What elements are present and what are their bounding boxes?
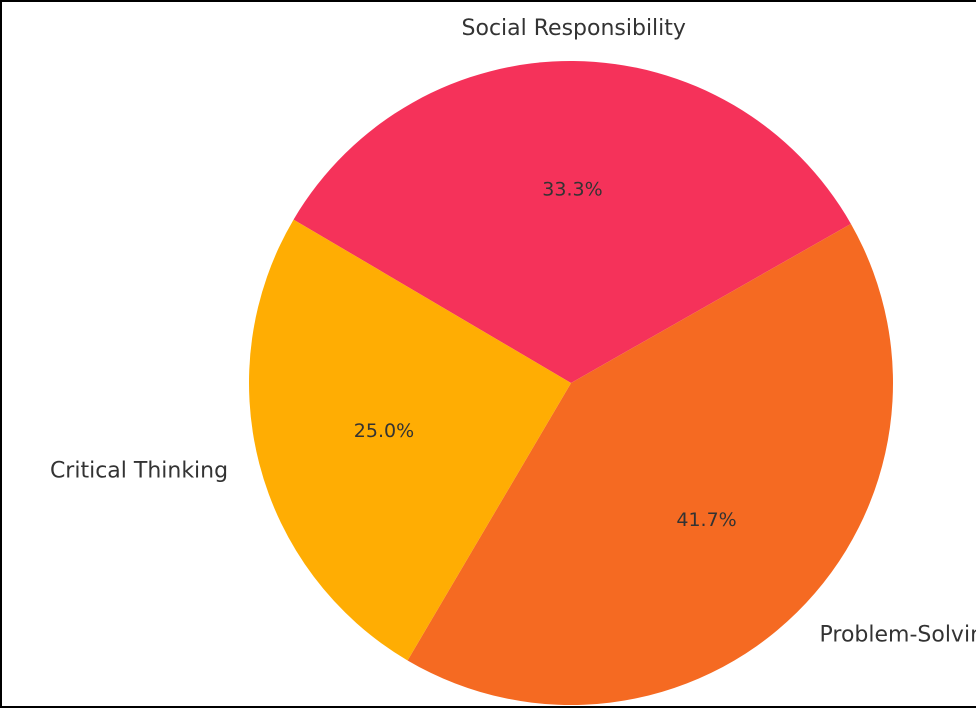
pie-slice-social-responsibility: [293, 61, 851, 384]
percent-label: 33.3%: [542, 178, 602, 200]
category-label: Problem-Solving: [820, 622, 976, 647]
percent-label: 25.0%: [354, 420, 414, 442]
pie-slice-critical-thinking: [249, 219, 571, 661]
category-label: Critical Thinking: [50, 459, 228, 484]
category-label: Social Responsibility: [462, 16, 686, 41]
percent-label: 41.7%: [676, 509, 736, 531]
pie-slice-problem-solving: [407, 223, 893, 705]
